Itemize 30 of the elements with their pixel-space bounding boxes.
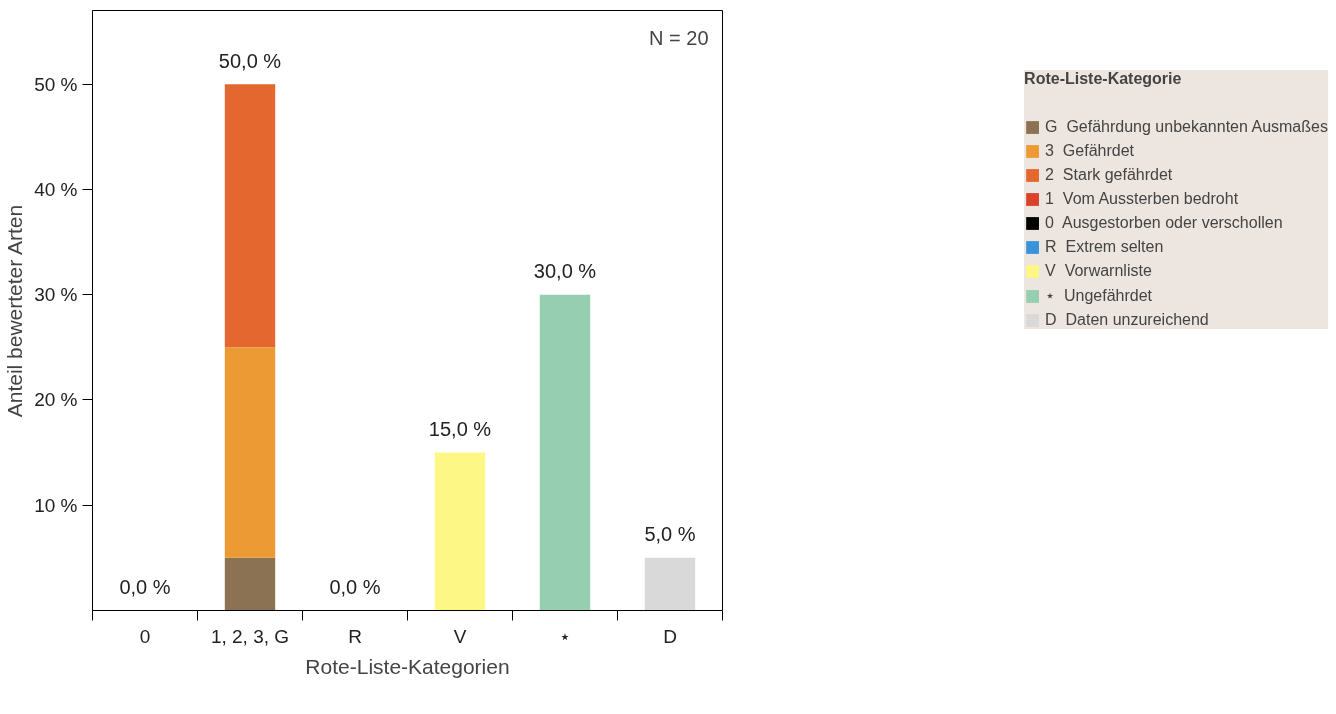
x-tick-label: 1, 2, 3, G: [210, 625, 290, 647]
legend-title: Rote-Liste-Kategorie: [1024, 70, 1183, 88]
legend-label: D Daten unzureichend: [1045, 311, 1209, 329]
total-label: 0,0 %: [119, 575, 171, 598]
y-tick-label: 40 %: [34, 178, 78, 200]
legend-label: R Extrem selten: [1045, 238, 1164, 256]
y-tick-label: 30 %: [34, 284, 78, 306]
legend-label: 2 Stark gefährdet: [1045, 166, 1173, 184]
legend-label: 1 Vom Aussterben bedroht: [1045, 190, 1239, 208]
x-tick-label: 0: [139, 625, 151, 647]
x-tick-label: ⋆: [559, 625, 571, 647]
legend-label: V Vorwarnliste: [1045, 262, 1152, 280]
y-axis-title: Anteil bewerteter Arten: [3, 204, 27, 418]
annotation: N = 20: [649, 26, 709, 49]
total-label: 5,0 %: [644, 523, 696, 546]
x-tick-label: R: [348, 625, 362, 647]
total-label: 15,0 %: [428, 417, 492, 440]
legend-label: 3 Gefährdet: [1045, 142, 1135, 160]
x-tick-label: D: [663, 625, 677, 647]
legend-label: ⋆ Ungefährdet: [1045, 286, 1153, 305]
x-axis-title: Rote-Liste-Kategorien: [305, 654, 510, 678]
legend-label: G Gefährdung unbekannten Ausmaßes: [1045, 118, 1328, 136]
x-tick-label: V: [453, 625, 467, 647]
total-label: 0,0 %: [329, 575, 381, 598]
y-tick-label: 10 %: [34, 494, 78, 516]
total-label: 50,0 %: [218, 49, 282, 72]
y-tick-label: 20 %: [34, 389, 78, 411]
legend-label: 0 Ausgestorben oder verschollen: [1045, 214, 1283, 232]
y-tick-label: 50 %: [34, 73, 78, 95]
total-label: 30,0 %: [533, 260, 597, 283]
